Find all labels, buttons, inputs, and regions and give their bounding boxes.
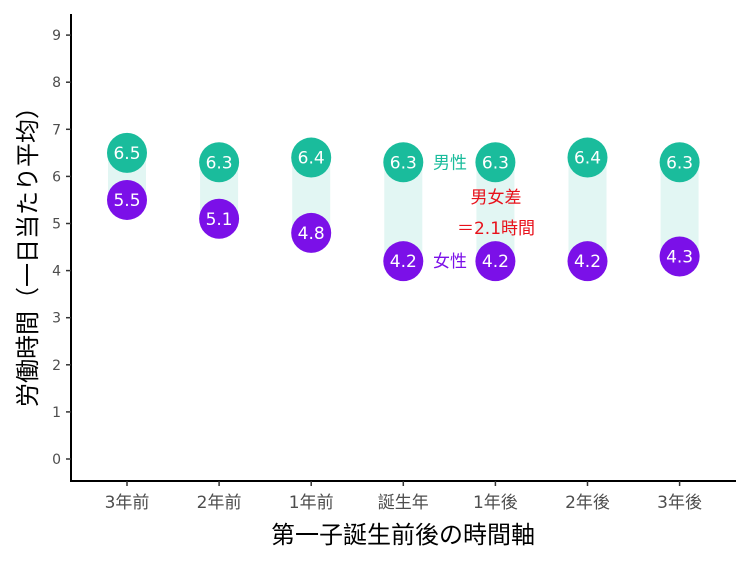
male-value-label: 6.4 xyxy=(574,149,601,169)
female-series-label: 女性 xyxy=(433,252,467,272)
female-value-label: 5.5 xyxy=(113,191,140,211)
female-point-3 xyxy=(383,241,424,282)
male-point-1 xyxy=(199,142,240,183)
female-value-label: 4.3 xyxy=(666,247,693,267)
y-tick-label: 1 xyxy=(52,405,61,421)
y-tick-label: 7 xyxy=(52,122,61,138)
x-tick-label: 3年前 xyxy=(105,493,150,513)
male-value-label: 6.3 xyxy=(666,153,693,173)
x-tick-label: 1年前 xyxy=(289,493,334,513)
x-tick-label: 誕生年 xyxy=(378,493,429,513)
y-tick-label: 6 xyxy=(52,169,61,185)
female-point-5 xyxy=(567,241,608,282)
male-point-3 xyxy=(383,142,424,183)
y-tick-label: 0 xyxy=(52,452,61,468)
male-value-label: 6.3 xyxy=(390,153,417,173)
male-point-5 xyxy=(567,137,608,178)
y-axis-title: 労働時間（一日当たり平均） xyxy=(14,95,42,407)
y-tick-label: 4 xyxy=(52,264,61,280)
male-point-6 xyxy=(659,142,700,183)
x-ticks: 3年前 2年前 1年前 誕生年 1年後 2年後 3年後 xyxy=(105,481,702,513)
female-point-0 xyxy=(107,179,147,220)
x-tick-label: 2年前 xyxy=(197,493,242,513)
male-point-2 xyxy=(291,137,332,178)
female-value-label: 5.1 xyxy=(206,210,233,230)
annotations: 男性 女性 男女差 ＝2.1時間 xyxy=(433,153,535,272)
y-tick-label: 8 xyxy=(52,75,61,91)
x-axis-title: 第一子誕生前後の時間軸 xyxy=(271,521,535,549)
female-point-1 xyxy=(199,198,240,239)
female-value-label: 4.2 xyxy=(482,252,509,272)
female-point-2 xyxy=(291,212,332,253)
y-tick-label: 2 xyxy=(52,358,61,374)
y-tick-label: 5 xyxy=(52,217,61,233)
female-value-label: 4.8 xyxy=(298,224,325,244)
female-value-label: 4.2 xyxy=(390,252,417,272)
female-value-label: 4.2 xyxy=(574,252,601,272)
male-value-label: 6.4 xyxy=(298,149,325,169)
data-points: 6.5 6.3 6.4 6.3 6.3 6.4 6.3 5.5 5.1 4.8 4.2 4.2 4.2 4… xyxy=(107,132,700,282)
female-point-6 xyxy=(659,236,700,277)
male-point-4 xyxy=(475,142,516,183)
x-tick-label: 1年後 xyxy=(473,493,518,513)
female-point-4 xyxy=(475,241,516,282)
male-series-label: 男性 xyxy=(433,153,467,173)
gap-annotation-line2: ＝2.1時間 xyxy=(457,219,535,239)
male-value-label: 6.3 xyxy=(206,153,233,173)
x-tick-label: 3年後 xyxy=(657,493,702,513)
gap-annotation-line1: 男女差 xyxy=(471,188,522,208)
x-tick-label: 2年後 xyxy=(565,493,610,513)
y-tick-label: 3 xyxy=(52,311,61,327)
male-point-0 xyxy=(107,132,147,173)
male-value-label: 6.3 xyxy=(482,153,509,173)
male-value-label: 6.5 xyxy=(113,144,140,164)
y-ticks: 0 1 2 3 4 5 6 7 8 9 xyxy=(52,28,71,468)
y-tick-label: 9 xyxy=(52,28,61,44)
